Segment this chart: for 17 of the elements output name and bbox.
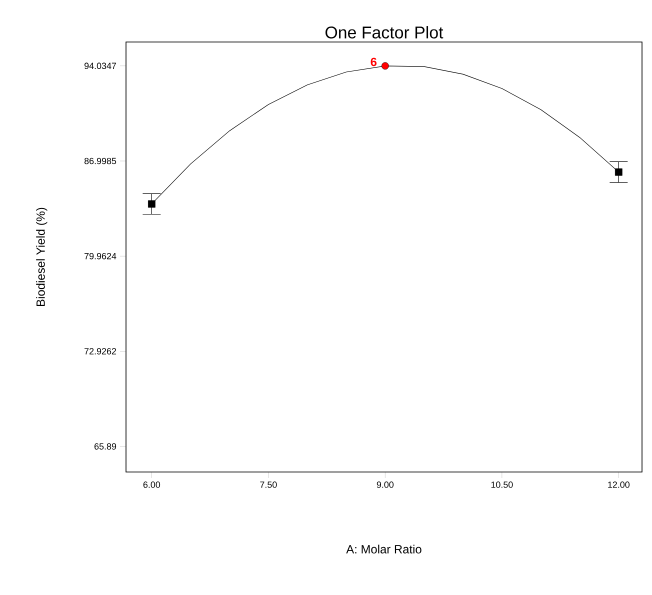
- chart-title: One Factor Plot: [326, 26, 444, 38]
- point: [614, 168, 622, 176]
- y-axis-title: Biodiesel Yield (%): [36, 208, 48, 306]
- point: [381, 62, 389, 70]
- x-axis-title: A: Molar Ratio: [346, 544, 422, 554]
- y-tick-label: 86.9985: [84, 158, 116, 164]
- point: [148, 200, 156, 208]
- y-tick-label: 79.9624: [84, 252, 116, 260]
- annotation: 6: [370, 58, 377, 66]
- x-tick-label: 6.00: [143, 482, 160, 488]
- y-tick-label: 65.89: [94, 443, 116, 450]
- x-tick-label: 10.50: [491, 482, 513, 488]
- y-tick-label: 94.0347: [84, 62, 116, 70]
- y-tick-label: 72.9262: [84, 348, 116, 354]
- x-tick-label: 12.00: [608, 482, 630, 488]
- x-tick-label: 7.50: [260, 482, 277, 488]
- x-tick-label: 9.00: [376, 482, 394, 488]
